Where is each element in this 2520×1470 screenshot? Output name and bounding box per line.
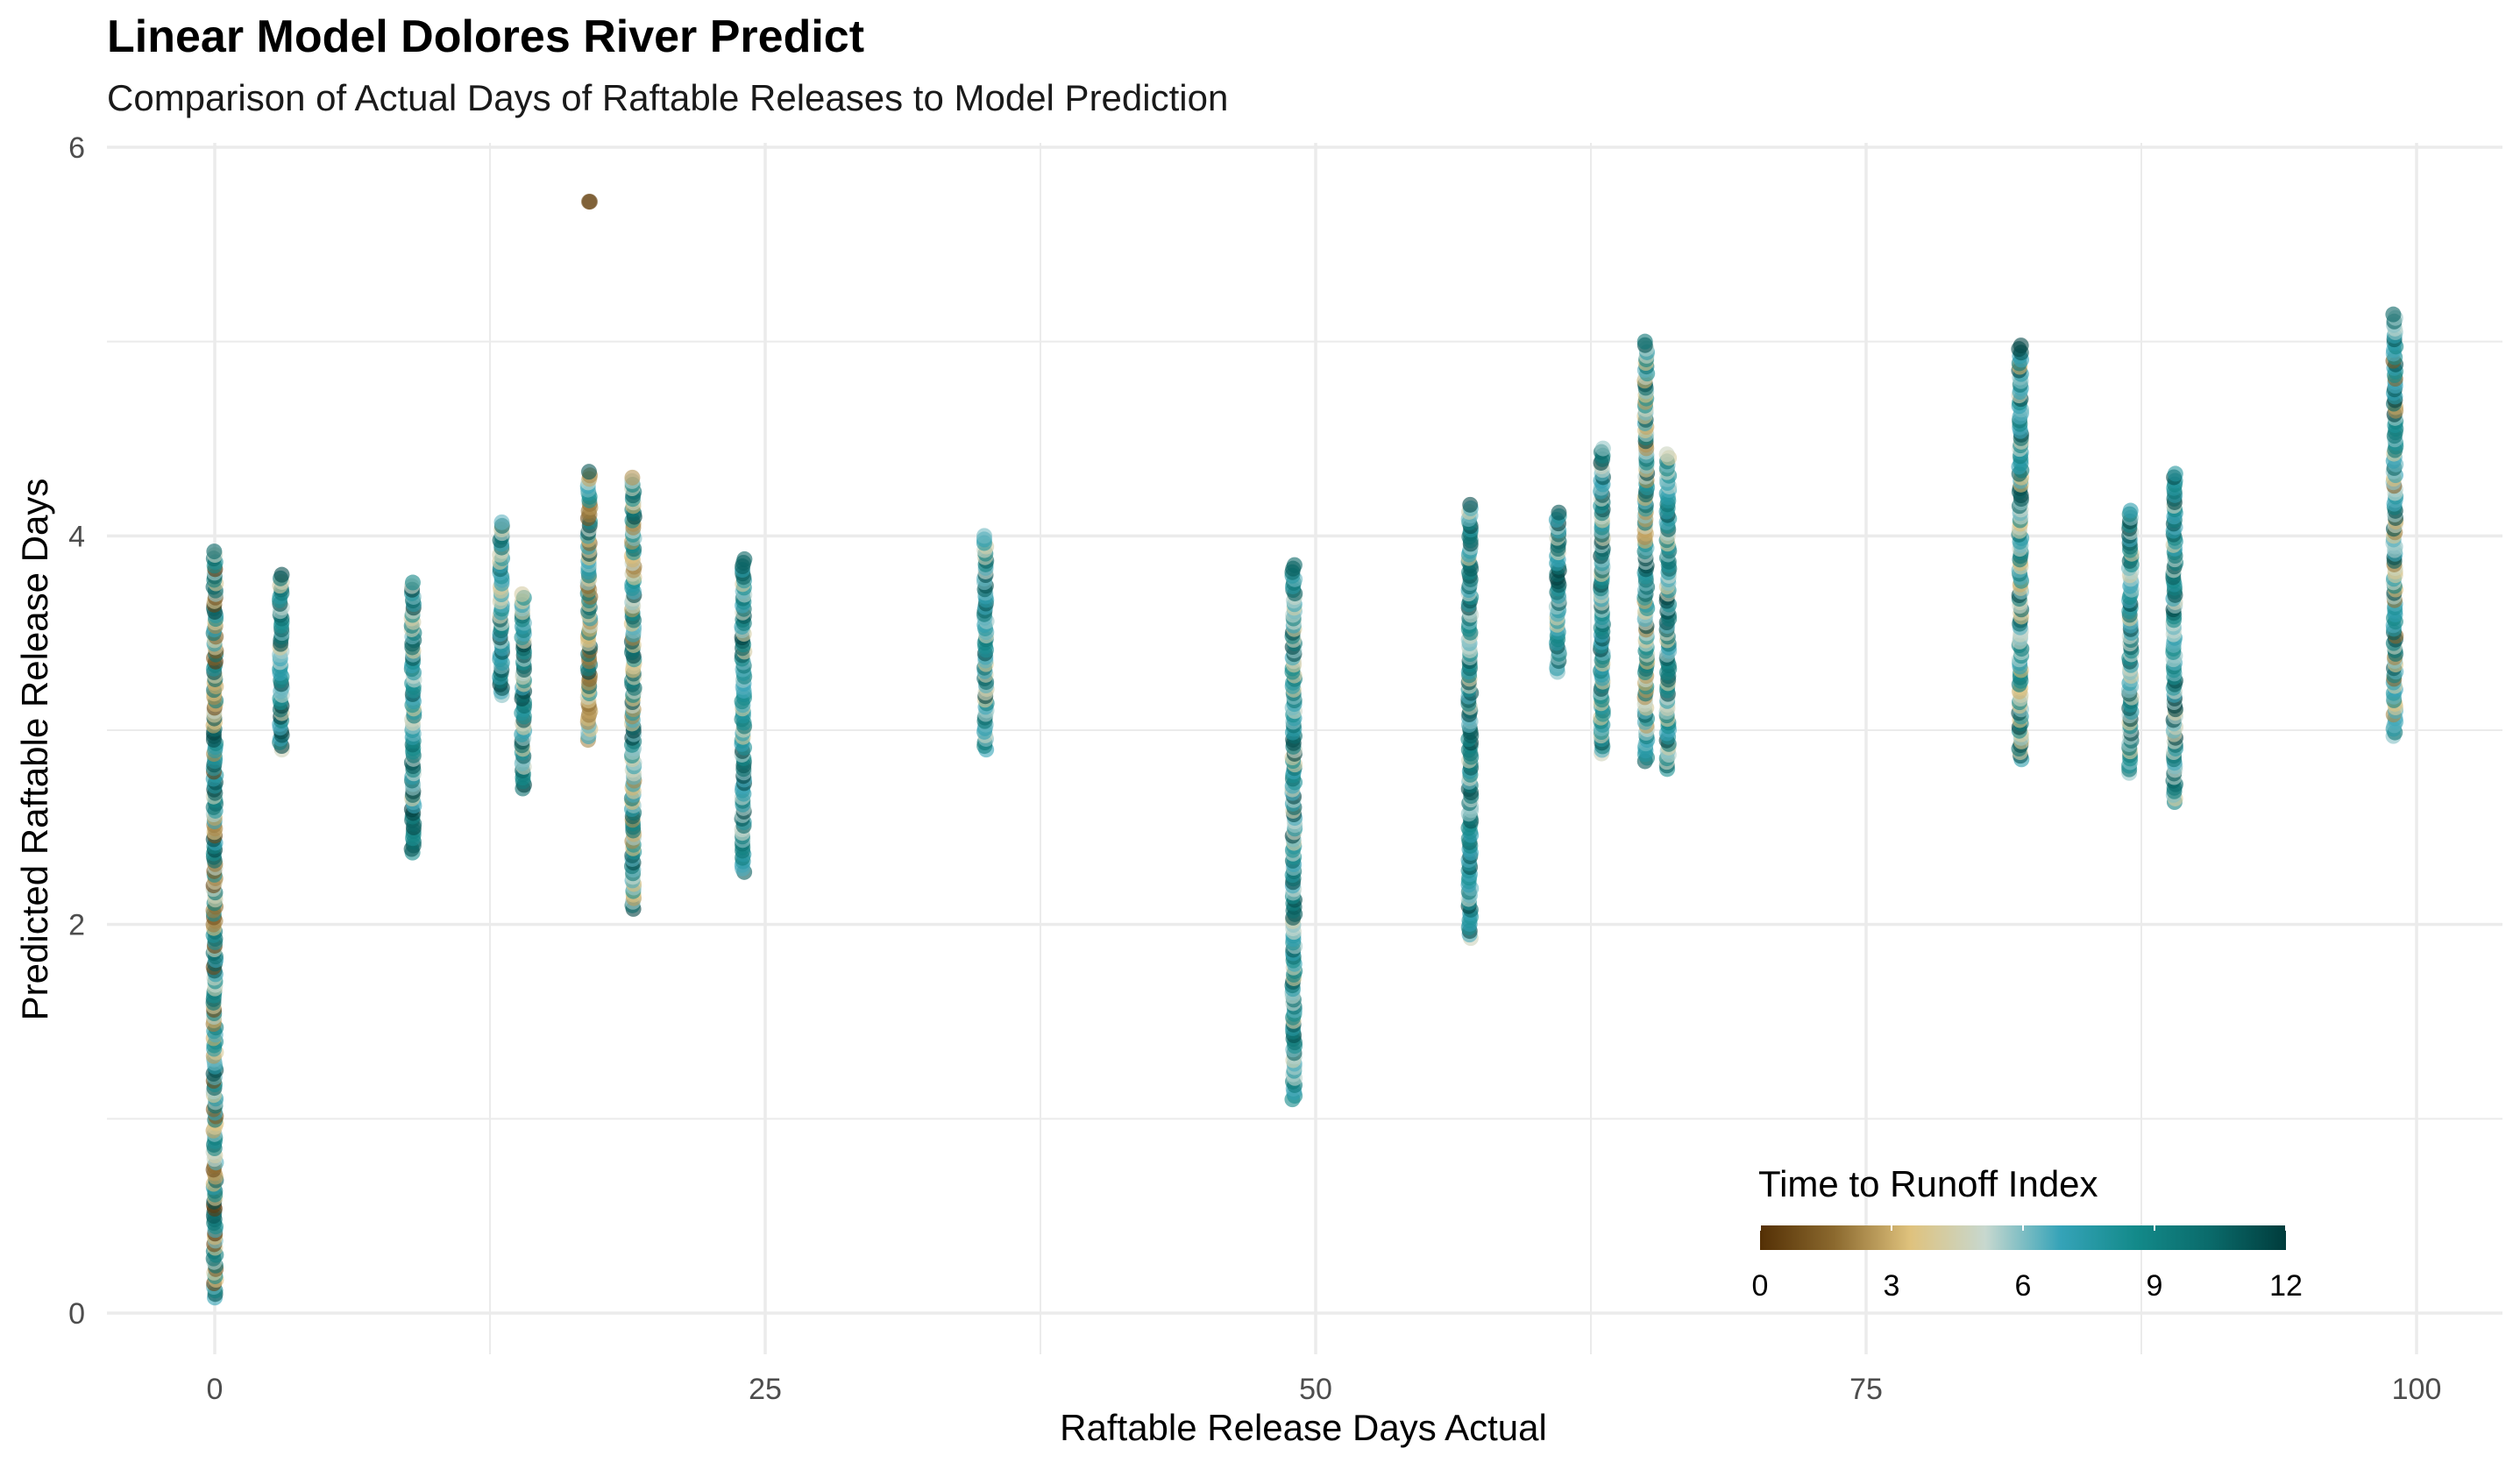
x-tick-label: 0 <box>207 1373 224 1406</box>
data-point <box>581 194 598 210</box>
data-point <box>206 543 223 560</box>
data-point <box>493 514 510 530</box>
data-point <box>404 574 421 591</box>
legend-tick-label: 6 <box>2015 1269 2032 1303</box>
data-point <box>1462 496 1479 513</box>
data-point <box>2385 306 2402 323</box>
y-tick-label: 0 <box>68 1297 85 1331</box>
data-point <box>976 528 993 544</box>
x-tick-label: 50 <box>1299 1373 1332 1406</box>
y-tick-label: 6 <box>68 131 85 165</box>
x-axis-label: Raftable Release Days Actual <box>1060 1407 1547 1448</box>
y-axis-label: Predicted Raftable Release Days <box>14 479 55 1021</box>
data-point <box>2122 502 2139 519</box>
chart-subtitle: Comparison of Actual Days of Raftable Re… <box>107 77 1229 118</box>
data-point <box>580 464 597 480</box>
data-point <box>1286 557 1303 573</box>
data-point <box>736 550 753 567</box>
x-axis-ticks: 0 25 50 75 100 <box>207 1373 2442 1406</box>
data-point <box>2167 465 2183 482</box>
legend-ticks: 0 3 6 9 12 <box>1752 1225 2303 1303</box>
data-point <box>273 566 290 583</box>
data-point <box>514 586 530 602</box>
legend-tick-label: 12 <box>2269 1269 2303 1303</box>
data-point <box>1594 440 1611 457</box>
x-tick-label: 25 <box>749 1373 782 1406</box>
data-point <box>1551 504 1567 521</box>
legend-title: Time to Runoff Index <box>1758 1163 2098 1204</box>
legend-tick-label: 0 <box>1752 1269 1769 1303</box>
data-point <box>1636 333 1653 350</box>
y-tick-label: 2 <box>68 909 85 942</box>
data-points <box>205 194 2404 1306</box>
color-legend: Time to Runoff Index 0 3 6 9 12 <box>1752 1163 2303 1303</box>
chart-title: Linear Model Dolores River Predict <box>107 11 865 62</box>
data-point <box>2012 337 2029 354</box>
x-tick-label: 75 <box>1849 1373 1883 1406</box>
grid-lines <box>107 143 2502 1354</box>
legend-tick-label: 3 <box>1884 1269 1900 1303</box>
legend-tick-label: 9 <box>2147 1269 2163 1303</box>
y-axis-ticks: 0 2 4 6 <box>68 131 85 1331</box>
x-tick-label: 100 <box>2392 1373 2442 1406</box>
data-point <box>624 469 641 486</box>
data-point <box>1658 446 1675 463</box>
y-tick-label: 4 <box>68 520 85 553</box>
